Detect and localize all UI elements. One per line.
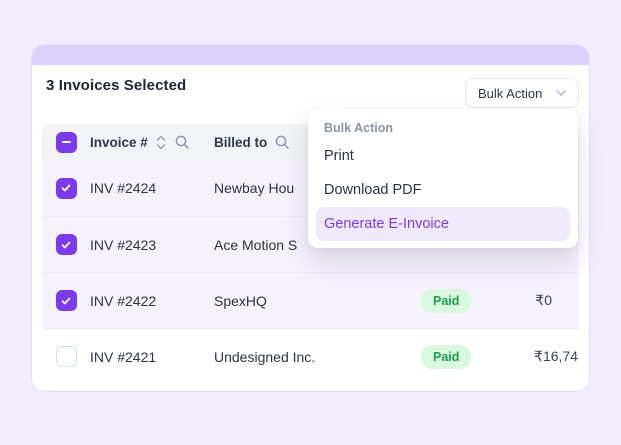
row-checkbox[interactable] <box>55 234 77 255</box>
card-accent-strip <box>32 45 589 65</box>
menu-item-generate-e-invoice[interactable]: Generate E-Invoice <box>316 207 570 241</box>
invoice-number: INV #2422 <box>90 292 157 309</box>
invoice-amount: ₹0 <box>535 292 552 308</box>
check-icon <box>61 184 71 192</box>
indeterminate-minus-icon <box>61 140 71 144</box>
dropdown-header-label: Bulk Action <box>324 121 393 135</box>
selected-count-title: 3 Invoices Selected <box>46 77 187 94</box>
check-icon <box>61 241 71 248</box>
invoice-number: INV #2421 <box>90 348 157 365</box>
check-icon <box>61 297 71 304</box>
bulk-action-dropdown-menu: Bulk Action Print Download PDF Generate … <box>308 109 578 248</box>
billed-to: Ace Motion S <box>214 236 298 253</box>
column-header-billed-to-label: Billed to <box>214 134 268 150</box>
column-header-invoice[interactable]: Invoice # <box>90 134 214 151</box>
select-all-checkbox[interactable] <box>55 131 77 153</box>
billed-to: SpexHQ <box>214 292 267 309</box>
search-icon[interactable] <box>174 134 190 150</box>
row-checkbox[interactable] <box>55 346 77 367</box>
menu-item-download-pdf[interactable]: Download PDF <box>324 182 422 198</box>
column-header-invoice-label: Invoice # <box>90 134 148 150</box>
billed-to: Newbay Hou <box>214 180 295 196</box>
status-badge: Paid <box>421 288 472 313</box>
invoice-amount: ₹16,74 <box>534 348 578 364</box>
row-checkbox[interactable] <box>55 290 77 311</box>
invoice-number: INV #2423 <box>90 236 157 253</box>
bulk-action-button-label: Bulk Action <box>478 85 543 101</box>
table-row[interactable]: INV #2422 SpexHQ Paid ₹0 <box>42 272 579 328</box>
row-checkbox[interactable] <box>55 177 77 199</box>
invoice-number: INV #2424 <box>90 180 157 196</box>
status-badge: Paid <box>421 344 472 369</box>
chevron-down-icon <box>554 86 568 100</box>
billed-to: Undesigned Inc. <box>214 348 316 365</box>
column-header-billed-to[interactable]: Billed to <box>214 134 421 150</box>
sort-icon[interactable] <box>155 134 167 151</box>
search-icon[interactable] <box>274 134 290 150</box>
table-row[interactable]: INV #2421 Undesigned Inc. Paid ₹16,74 <box>42 328 579 384</box>
menu-item-print[interactable]: Print <box>324 148 354 164</box>
bulk-action-button[interactable]: Bulk Action <box>465 78 579 108</box>
